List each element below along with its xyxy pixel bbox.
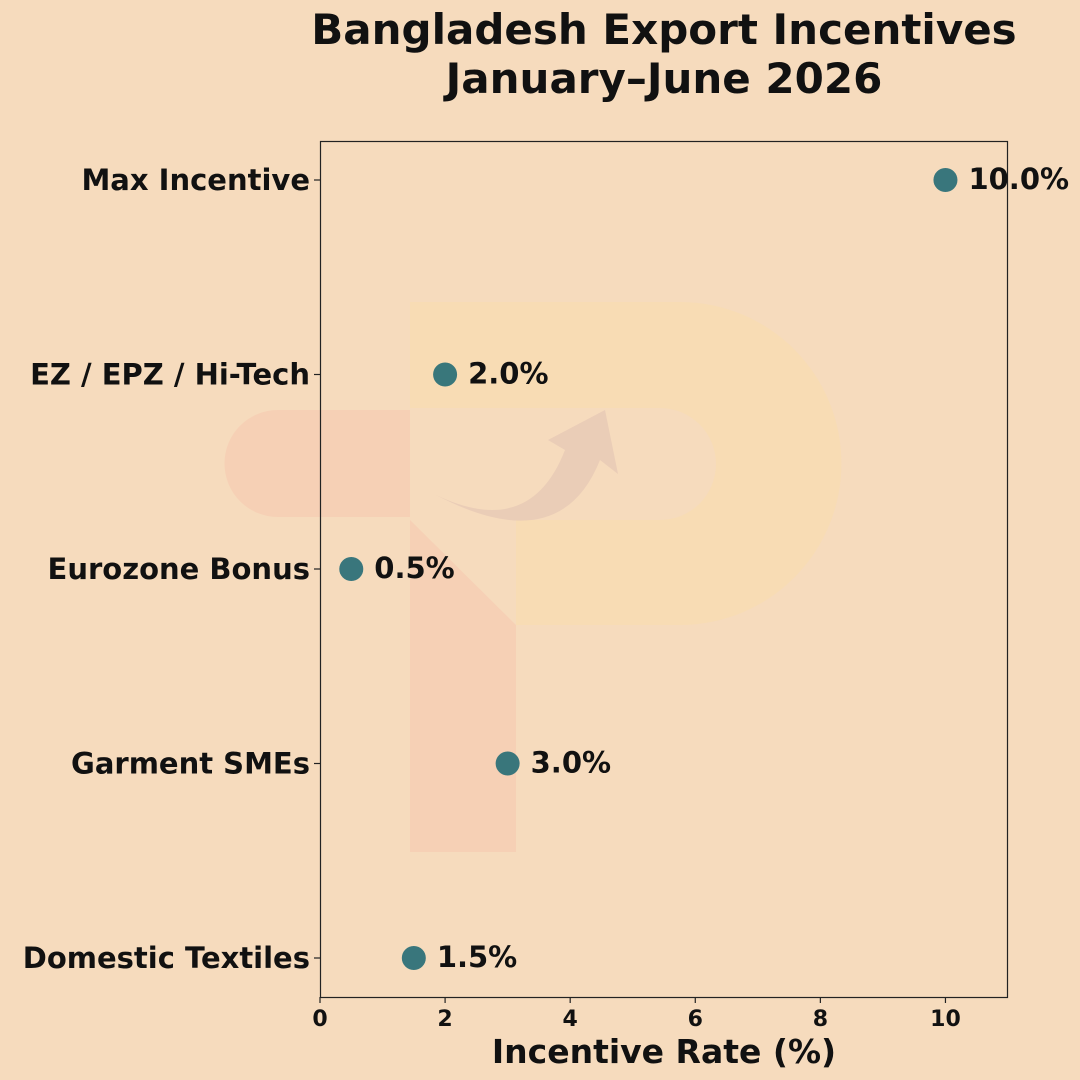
chart-title-line-2: January–June 2026 bbox=[443, 54, 883, 103]
data-point bbox=[933, 168, 958, 192]
chart-title-line-1: Bangladesh Export Incentives bbox=[311, 5, 1016, 54]
x-axis: 0 2 4 6 8 10 bbox=[312, 997, 961, 1032]
data-point bbox=[339, 557, 364, 581]
x-tick-label: 6 bbox=[688, 1007, 703, 1032]
y-tick-label: Garment SMEs bbox=[71, 747, 310, 781]
x-tick-label: 0 bbox=[312, 1007, 327, 1032]
y-tick-label: Max Incentive bbox=[81, 163, 310, 197]
data-point bbox=[495, 751, 520, 776]
x-tick-label: 10 bbox=[930, 1007, 961, 1032]
y-tick-label: Domestic Textiles bbox=[23, 941, 310, 975]
y-tick-label: Eurozone Bonus bbox=[48, 552, 310, 586]
x-tick-label: 4 bbox=[563, 1007, 578, 1032]
x-tick-label: 2 bbox=[437, 1007, 452, 1032]
data-label: 10.0% bbox=[968, 162, 1069, 196]
data-label: 2.0% bbox=[468, 357, 548, 391]
data-point bbox=[433, 362, 458, 387]
logo-watermark-icon bbox=[224, 302, 842, 852]
data-label: 3.0% bbox=[531, 746, 611, 780]
y-tick-label: EZ / EPZ / Hi-Tech bbox=[30, 358, 310, 392]
x-tick-label: 8 bbox=[813, 1007, 828, 1032]
data-point bbox=[401, 946, 426, 970]
x-axis-label: Incentive Rate (%) bbox=[492, 1032, 836, 1071]
data-points: 10.0% 2.0% 0.5% 3.0% 1.5% bbox=[339, 162, 1069, 974]
data-label: 0.5% bbox=[374, 551, 454, 585]
data-label: 1.5% bbox=[437, 940, 517, 974]
y-axis: Max Incentive EZ / EPZ / Hi-Tech Eurozone … bbox=[23, 163, 320, 975]
plot-area-frame bbox=[319, 140, 1009, 999]
